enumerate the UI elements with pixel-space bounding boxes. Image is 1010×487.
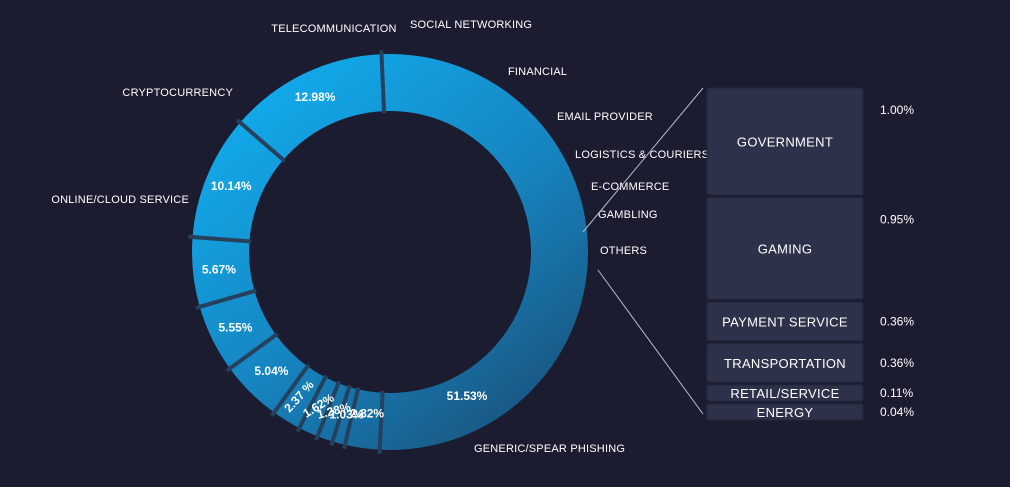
slice-e-commerce: [317, 383, 350, 442]
slice-social-networking: [199, 291, 276, 369]
slice-separator: [329, 384, 352, 446]
others-breakdown: GOVERNMENT 1.00% GAMING 0.95% PAYMENT SERVIC…: [706, 87, 914, 421]
breakdown-value-gaming: 0.95%: [880, 213, 914, 227]
slice-separator: [225, 332, 279, 373]
slice-online-cloud-service: [240, 54, 384, 160]
breakdown-connectors: [582, 87, 704, 415]
slice-separator: [377, 390, 385, 454]
breakdown-box-energy: [706, 403, 864, 421]
value-label-gambling: 1.03%: [329, 407, 363, 421]
slice-separator: [379, 50, 387, 114]
breakdown-value-transportation: 0.36%: [880, 356, 914, 370]
breakdown-box-gaming: [706, 197, 864, 300]
slice-separator: [270, 363, 311, 417]
category-label-e-commerce: E-COMMERCE: [591, 181, 669, 193]
slice-telecommunication: [191, 237, 255, 307]
value-label-cryptocurrency: 10.14%: [211, 179, 252, 193]
breakdown-value-energy: 0.04%: [880, 405, 914, 419]
category-label-telecommunication: TELECOMMUNICATION: [271, 23, 396, 35]
slice-gambling: [332, 386, 358, 445]
breakdown-label-payment-service: PAYMENT SERVICE: [722, 314, 848, 329]
slice-separator: [235, 118, 287, 163]
donut-separators: [188, 50, 387, 454]
category-label-generic-spear-phishing: GENERIC/SPEAR PHISHING: [474, 443, 625, 455]
slice-others: [344, 389, 383, 450]
category-label-email-provider: EMAIL PROVIDER: [557, 111, 653, 123]
breakdown-label-transportation: TRANSPORTATION: [724, 356, 846, 371]
slice-email-provider: [274, 366, 326, 428]
breakdown-box-transportation: [706, 343, 864, 383]
connector-line-top: [582, 87, 704, 233]
slice-separator: [342, 386, 361, 450]
donut-slices: [191, 54, 588, 450]
value-label-telecommunication: 5.67%: [202, 263, 236, 277]
value-label-financial: 5.04%: [254, 364, 288, 378]
breakdown-label-gaming: GAMING: [758, 241, 813, 256]
category-label-social-networking: SOCIAL NETWORKING: [410, 19, 532, 31]
slice-separator: [314, 380, 342, 441]
breakdown-label-government: GOVERNMENT: [737, 134, 833, 149]
breakdown-value-retail-service: 0.11%: [880, 386, 913, 400]
slice-generic-spear-phishing: [379, 54, 588, 450]
category-label-cryptocurrency: CRYPTOCURRENCY: [122, 87, 233, 99]
slice-cryptocurrency: [192, 122, 284, 242]
category-label-online-cloud-service: ONLINE/CLOUD SERVICE: [51, 194, 189, 206]
category-label-gambling: GAMBLING: [598, 209, 658, 221]
breakdown-label-retail-service: RETAIL/SERVICE: [730, 386, 839, 401]
breakdown-value-payment-service: 0.36%: [880, 314, 914, 328]
connector-line-bottom: [597, 269, 704, 415]
breakdown-box-retail-service: [706, 384, 864, 402]
category-label-logistics-couriers: LOGISTICS & COURIERS: [575, 149, 709, 161]
breakdown-label-energy: ENERGY: [757, 405, 814, 420]
category-label-financial: FINANCIAL: [508, 66, 567, 78]
value-label-online-cloud-service: 12.98%: [295, 90, 336, 104]
value-label-generic-spear-phishing: 51.53%: [447, 389, 488, 403]
breakdown-value-government: 1.00%: [880, 103, 914, 117]
breakdown-box-government: [706, 87, 864, 196]
value-label-social-networking: 5.55%: [218, 321, 252, 335]
value-label-others: 2.82%: [350, 406, 384, 420]
slice-logistics-couriers: [299, 377, 339, 437]
slice-separator: [195, 288, 257, 310]
slice-separator: [295, 374, 329, 433]
donut-category-labels: GENERIC/SPEAR PHISHING ONLINE/CLOUD SERVI…: [51, 19, 709, 455]
breakdown-box-payment-service: [706, 301, 864, 342]
category-label-others: OTHERS: [600, 245, 647, 257]
slice-separator: [188, 234, 252, 244]
